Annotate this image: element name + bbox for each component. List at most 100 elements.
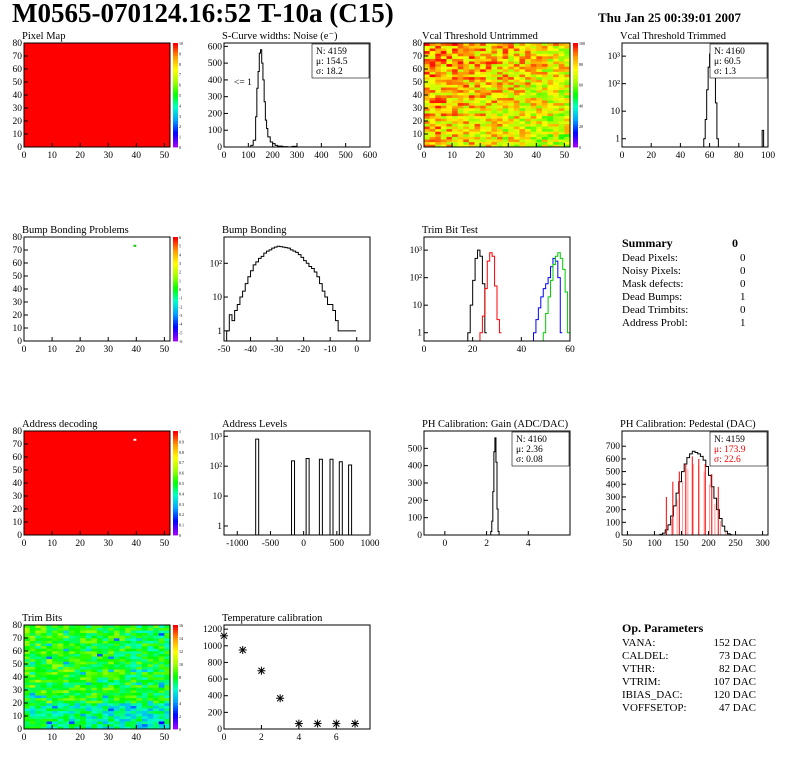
heatmap-cell	[502, 123, 509, 127]
color-scale-segment	[173, 108, 178, 111]
summary-row-value: 1	[740, 317, 746, 329]
heatmap-cell	[29, 640, 36, 644]
heatmap-cell	[497, 97, 503, 101]
heatmap-cell	[564, 74, 571, 78]
heatmap-cell	[130, 661, 137, 665]
heatmap-cell	[491, 128, 498, 132]
heatmap-cell	[158, 708, 165, 712]
heatmap-cell	[513, 63, 520, 67]
heatmap-cell	[491, 141, 498, 145]
heatmap-cell	[63, 664, 70, 667]
heatmap-cell	[474, 84, 481, 88]
heatmap-cell	[24, 666, 30, 670]
heatmap-cell	[153, 705, 160, 709]
color-scale-segment	[173, 139, 178, 143]
heatmap-cell	[85, 677, 92, 680]
heatmap-cell	[74, 721, 81, 725]
heatmap-cell	[24, 656, 30, 660]
heatmap-cell	[29, 661, 36, 665]
heatmap-cell	[147, 692, 154, 696]
heatmap-cell	[547, 121, 554, 124]
color-scale-segment	[173, 687, 178, 691]
heatmap-cell	[440, 69, 447, 72]
heatmap-cell	[52, 635, 58, 639]
heatmap-cell	[24, 682, 30, 686]
heatmap-cell	[457, 63, 464, 67]
heatmap-cell	[46, 721, 53, 725]
heatmap-cell	[468, 105, 475, 109]
heatmap-cell	[541, 89, 548, 93]
heatmap-cell	[113, 671, 120, 675]
heatmap-cell	[508, 53, 515, 57]
heatmap-cell	[530, 66, 537, 70]
heatmap-cell	[108, 687, 115, 691]
heatmap-cell	[158, 687, 165, 691]
heatmap-cell	[497, 118, 503, 122]
heatmap-cell	[80, 679, 87, 683]
heatmap-cell	[429, 128, 436, 132]
heatmap-cell	[85, 723, 92, 727]
heatmap-cell	[119, 671, 126, 675]
heatmap-cell	[46, 656, 53, 660]
heatmap-cell	[457, 144, 464, 148]
x-tick-label: 400	[314, 151, 329, 161]
heatmap-cell	[153, 653, 160, 657]
heatmap-cell	[519, 89, 526, 93]
heatmap-cell	[480, 43, 487, 46]
heatmap-cell	[452, 136, 458, 140]
heatmap-cell	[452, 45, 458, 49]
heatmap-cell	[452, 108, 458, 111]
heatmap-cell	[108, 710, 115, 714]
heatmap-cell	[553, 82, 560, 85]
heatmap-cell	[153, 627, 160, 631]
y-tick-label: 600	[208, 42, 223, 52]
color-scale-segment	[173, 289, 178, 292]
heatmap-cell	[446, 113, 453, 117]
color-scale-label: 0.4	[179, 491, 184, 496]
heatmap-cell	[485, 53, 492, 57]
heatmap-cell	[125, 666, 131, 670]
heatmap-cell	[125, 703, 131, 706]
heatmap-cell	[153, 638, 160, 641]
heatmap-cell	[513, 76, 520, 80]
heatmap-cell	[136, 705, 143, 709]
heatmap-cell	[553, 89, 560, 93]
heatmap-cell	[440, 45, 447, 49]
y-tick-label: 70	[413, 52, 423, 62]
color-scale-segment	[173, 48, 178, 52]
y-tick-label: 600	[208, 675, 223, 685]
heatmap-cell	[435, 126, 442, 130]
heatmap-cell	[424, 56, 430, 59]
heatmap-cell	[136, 677, 143, 680]
scatter-point	[276, 694, 285, 703]
y-tick-label: 300	[208, 93, 223, 103]
heatmap-cell	[553, 102, 560, 106]
color-scale-segment	[173, 467, 178, 471]
y-tick-label: 20	[13, 311, 23, 321]
color-scale-segment	[173, 695, 178, 699]
heatmap-cell	[40, 677, 47, 680]
heatmap-cell	[530, 118, 537, 122]
heatmap-cell	[57, 640, 64, 644]
heatmap-cell	[497, 123, 503, 127]
heatmap-cell	[519, 61, 526, 65]
heatmap-cell	[46, 705, 53, 709]
heatmap-cell	[564, 87, 571, 91]
heatmap-cell	[564, 97, 571, 101]
heatmap-cell	[485, 56, 492, 59]
heatmap-cell	[125, 643, 131, 647]
heatmap-cell	[57, 703, 64, 706]
heatmap-cell	[446, 43, 453, 46]
y-tick-label: 10	[213, 492, 223, 502]
color-scale-segment	[173, 79, 178, 83]
heatmap-cell	[553, 136, 560, 140]
x-tick-label: 100	[647, 539, 662, 549]
heatmap-cell	[113, 653, 120, 657]
y-tick-label: 10³	[410, 246, 423, 256]
heatmap-cell	[525, 102, 531, 106]
heatmap-cell	[119, 716, 126, 719]
heatmap-cell	[29, 627, 36, 631]
color-scale-segment	[173, 87, 178, 91]
heatmap-cell	[558, 66, 565, 70]
chart-title: Bump Bonding Problems	[22, 225, 129, 236]
